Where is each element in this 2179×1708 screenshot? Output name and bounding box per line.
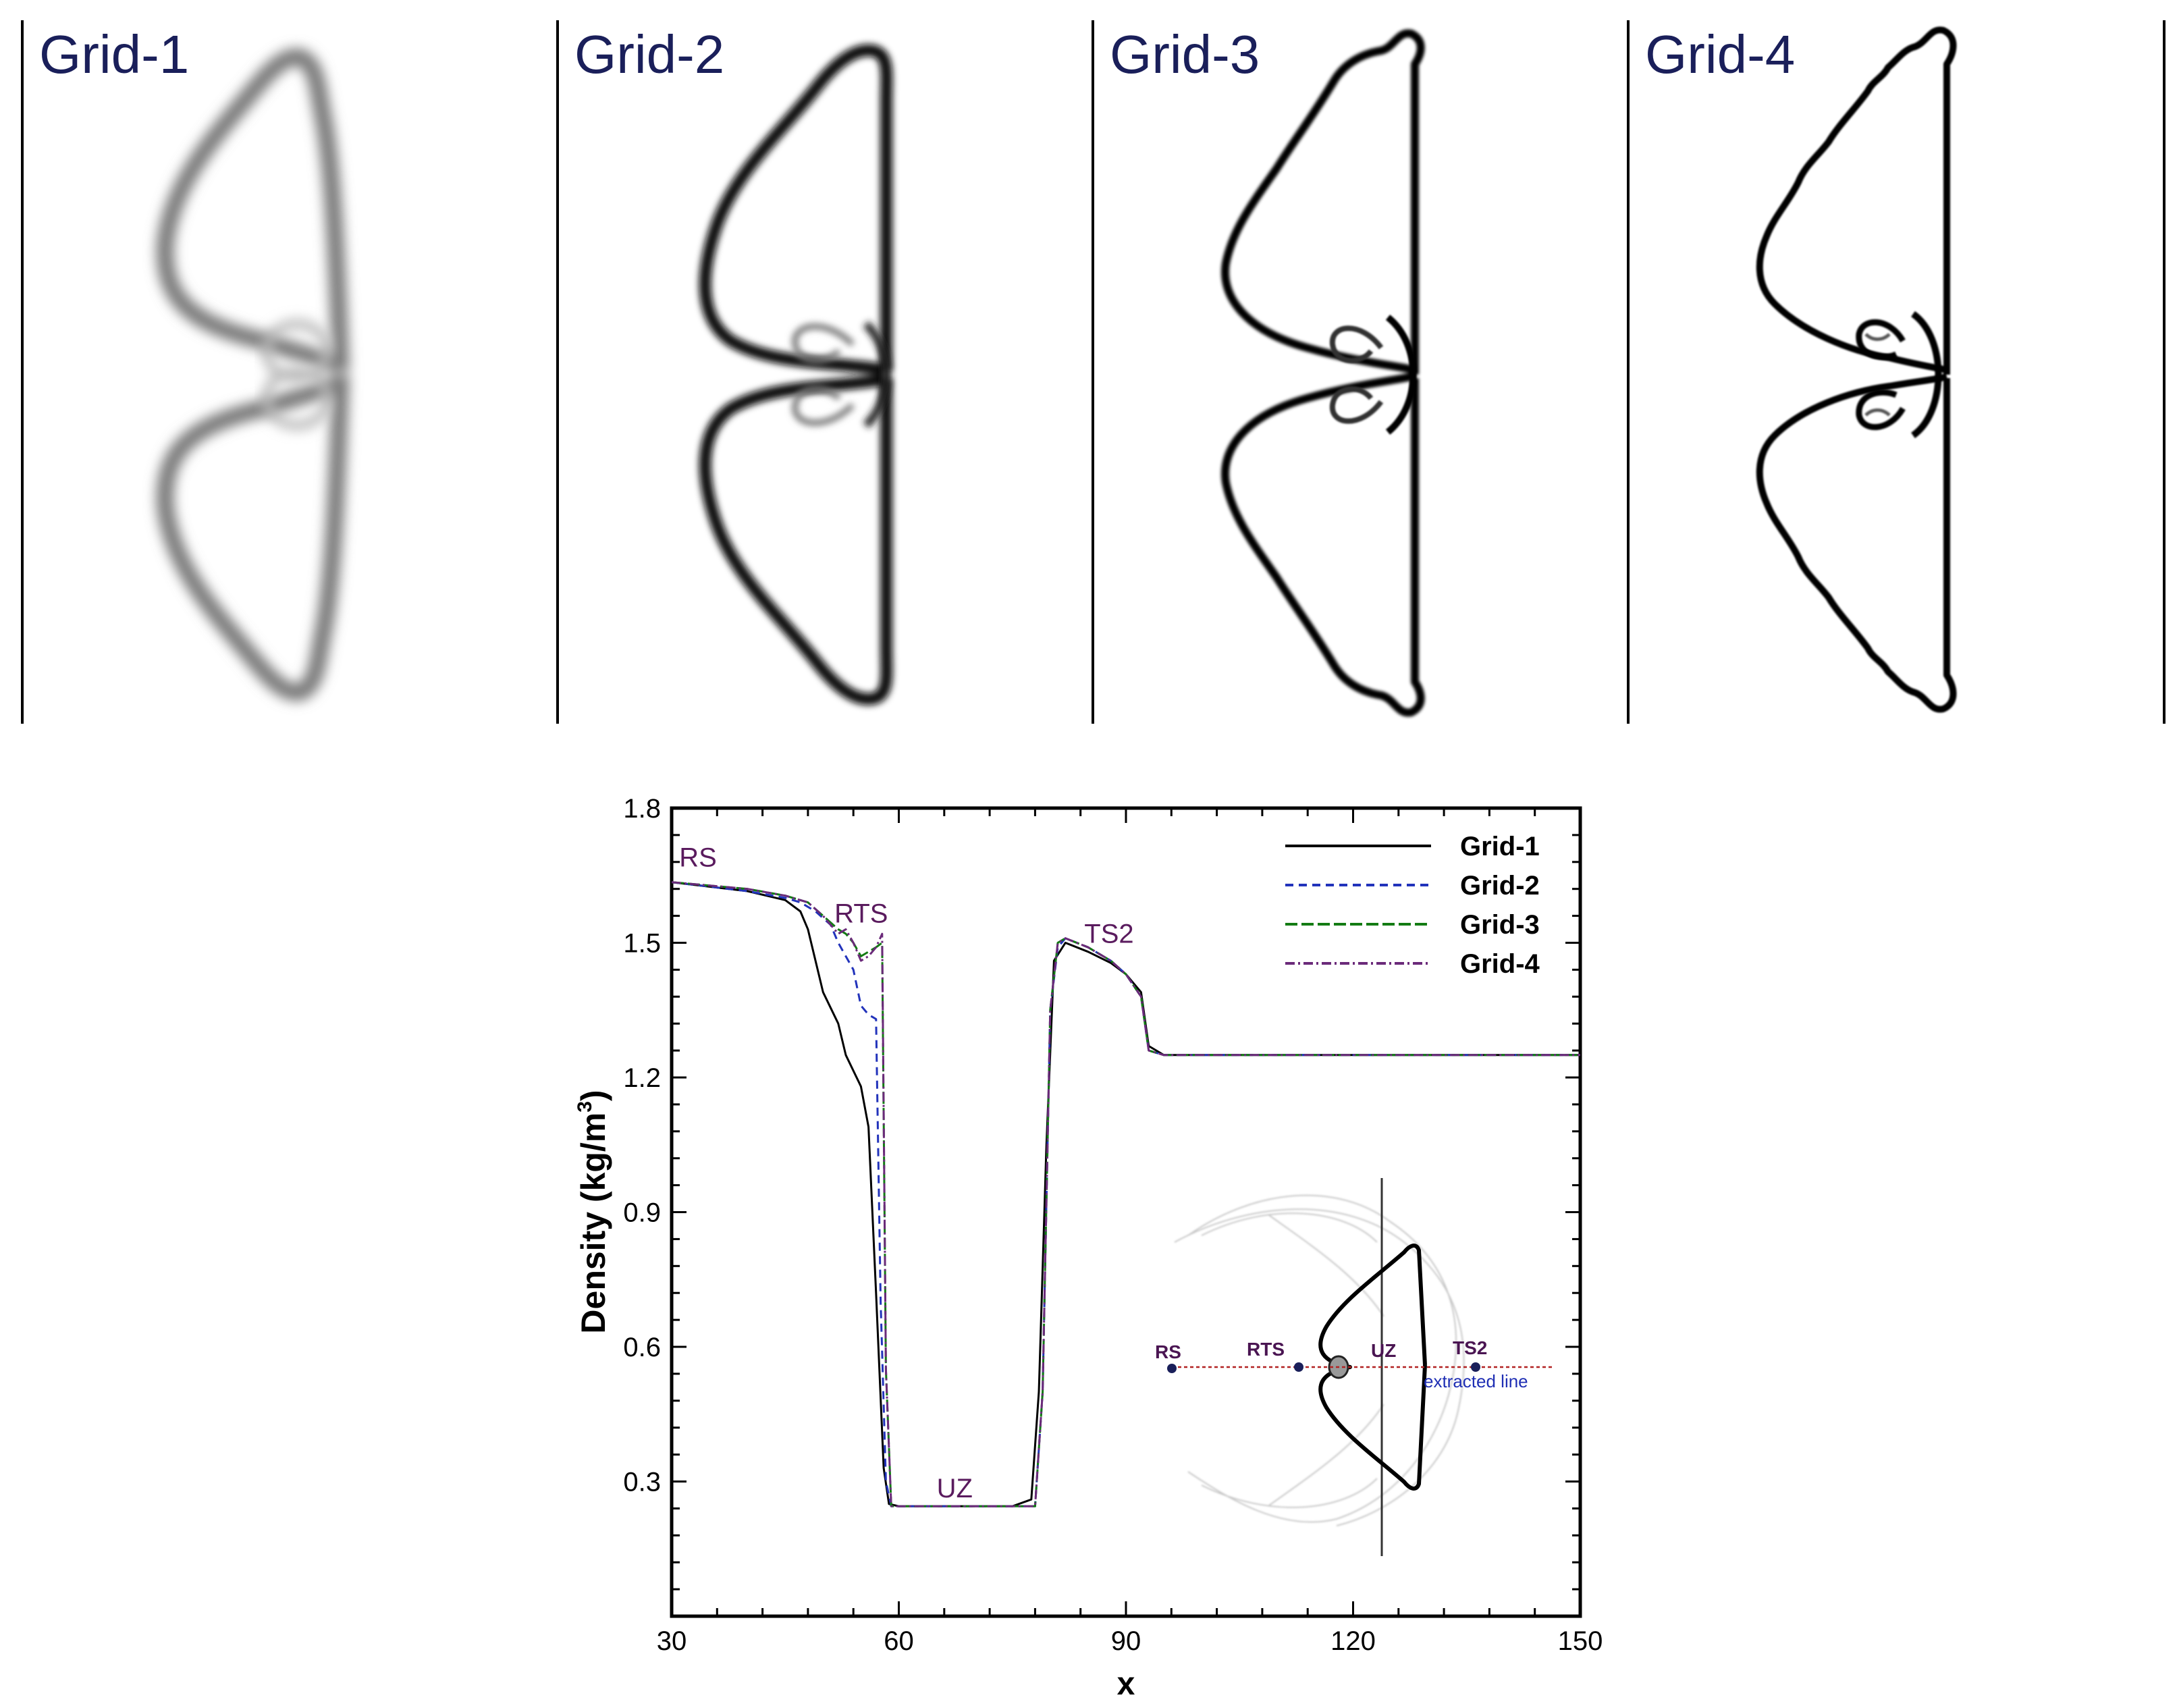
panel-title: Grid-3 [1110, 24, 1260, 84]
panel-2-vortex [792, 321, 890, 429]
panel-title: Grid-4 [1645, 24, 1795, 84]
x-tick-label: 90 [1111, 1626, 1141, 1656]
x-axis-label: x [1117, 1666, 1135, 1702]
legend-label-grid-2: Grid-2 [1460, 871, 1540, 901]
legend-label-grid-4: Grid-4 [1460, 949, 1540, 979]
x-tick-label: 30 [657, 1626, 687, 1656]
y-tick-label: 1.2 [623, 1063, 661, 1093]
series-line-grid-4 [671, 881, 1580, 1507]
annotation-rts: RTS [834, 899, 888, 929]
y-axis-label: Density (kg/m3) [574, 1090, 612, 1333]
x-tick-label: 150 [1558, 1626, 1603, 1656]
axis-ticks [670, 807, 1582, 1618]
annotation-ts2: TS2 [1084, 919, 1133, 949]
inset-flow-field: RS RTS UZ TS2 extracted line [1155, 1178, 1553, 1556]
chart-annotations: RS RTS TS2 UZ [679, 843, 1133, 1503]
panel-title: Grid-2 [574, 24, 724, 84]
panel-title: Grid-1 [39, 24, 189, 84]
series-lines [671, 881, 1580, 1507]
legend-item-grid-3: Grid-3 [1285, 910, 1540, 940]
inset-label-ts2: TS2 [1453, 1337, 1487, 1358]
annotation-rs: RS [679, 843, 717, 872]
inset-label-rts: RTS [1247, 1339, 1285, 1360]
legend-item-grid-2: Grid-2 [1285, 871, 1540, 901]
inset-label-rs: RS [1155, 1341, 1181, 1362]
panel-4-vortex [1856, 311, 1942, 439]
inset-marker-rs [1167, 1364, 1177, 1373]
panel-1-shock-structure [156, 48, 350, 701]
axis-tick-labels: 30 60 90 120 150 0.3 0.6 0.9 1.2 1.5 1.8 [623, 794, 1603, 1656]
panel-3-vortex [1329, 315, 1417, 435]
inset-marker-ts2 [1471, 1362, 1480, 1372]
legend-item-grid-4: Grid-4 [1285, 949, 1540, 979]
density-line-chart: 30 60 90 120 150 0.3 0.6 0.9 1.2 1.5 1.8 RS RTS UZ… [574, 794, 1603, 1702]
y-tick-label: 0.6 [623, 1333, 661, 1362]
panel-3-shock-structure [1221, 29, 1425, 717]
panel-grid-2: Grid-2 [556, 20, 893, 724]
legend-label-grid-3: Grid-3 [1460, 910, 1540, 940]
x-tick-label: 60 [884, 1626, 914, 1656]
panel-grid-4: Grid-4 [1627, 20, 2165, 724]
panel-1-vortex [262, 319, 332, 430]
inset-marker-rts [1294, 1362, 1303, 1372]
legend: Grid-1 Grid-2 Grid-3 Grid-4 [1285, 832, 1540, 979]
y-tick-label: 0.3 [623, 1468, 661, 1497]
y-tick-label: 1.8 [623, 794, 661, 824]
y-tick-label: 0.9 [623, 1198, 661, 1228]
legend-label-grid-1: Grid-1 [1460, 832, 1540, 861]
annotation-uz: UZ [937, 1474, 973, 1503]
inset-extracted-line-label: extracted line [1424, 1371, 1528, 1391]
y-tick-label: 1.5 [623, 929, 661, 959]
panel-4-shock-structure [1756, 26, 1957, 713]
legend-item-grid-1: Grid-1 [1285, 832, 1540, 861]
panel-grid-1: Grid-1 [21, 20, 350, 724]
inset-label-uz: UZ [1371, 1340, 1396, 1361]
panel-2-shock-structure [699, 44, 893, 705]
x-tick-label: 120 [1330, 1626, 1376, 1656]
panel-grid-3: Grid-3 [1092, 20, 1425, 724]
